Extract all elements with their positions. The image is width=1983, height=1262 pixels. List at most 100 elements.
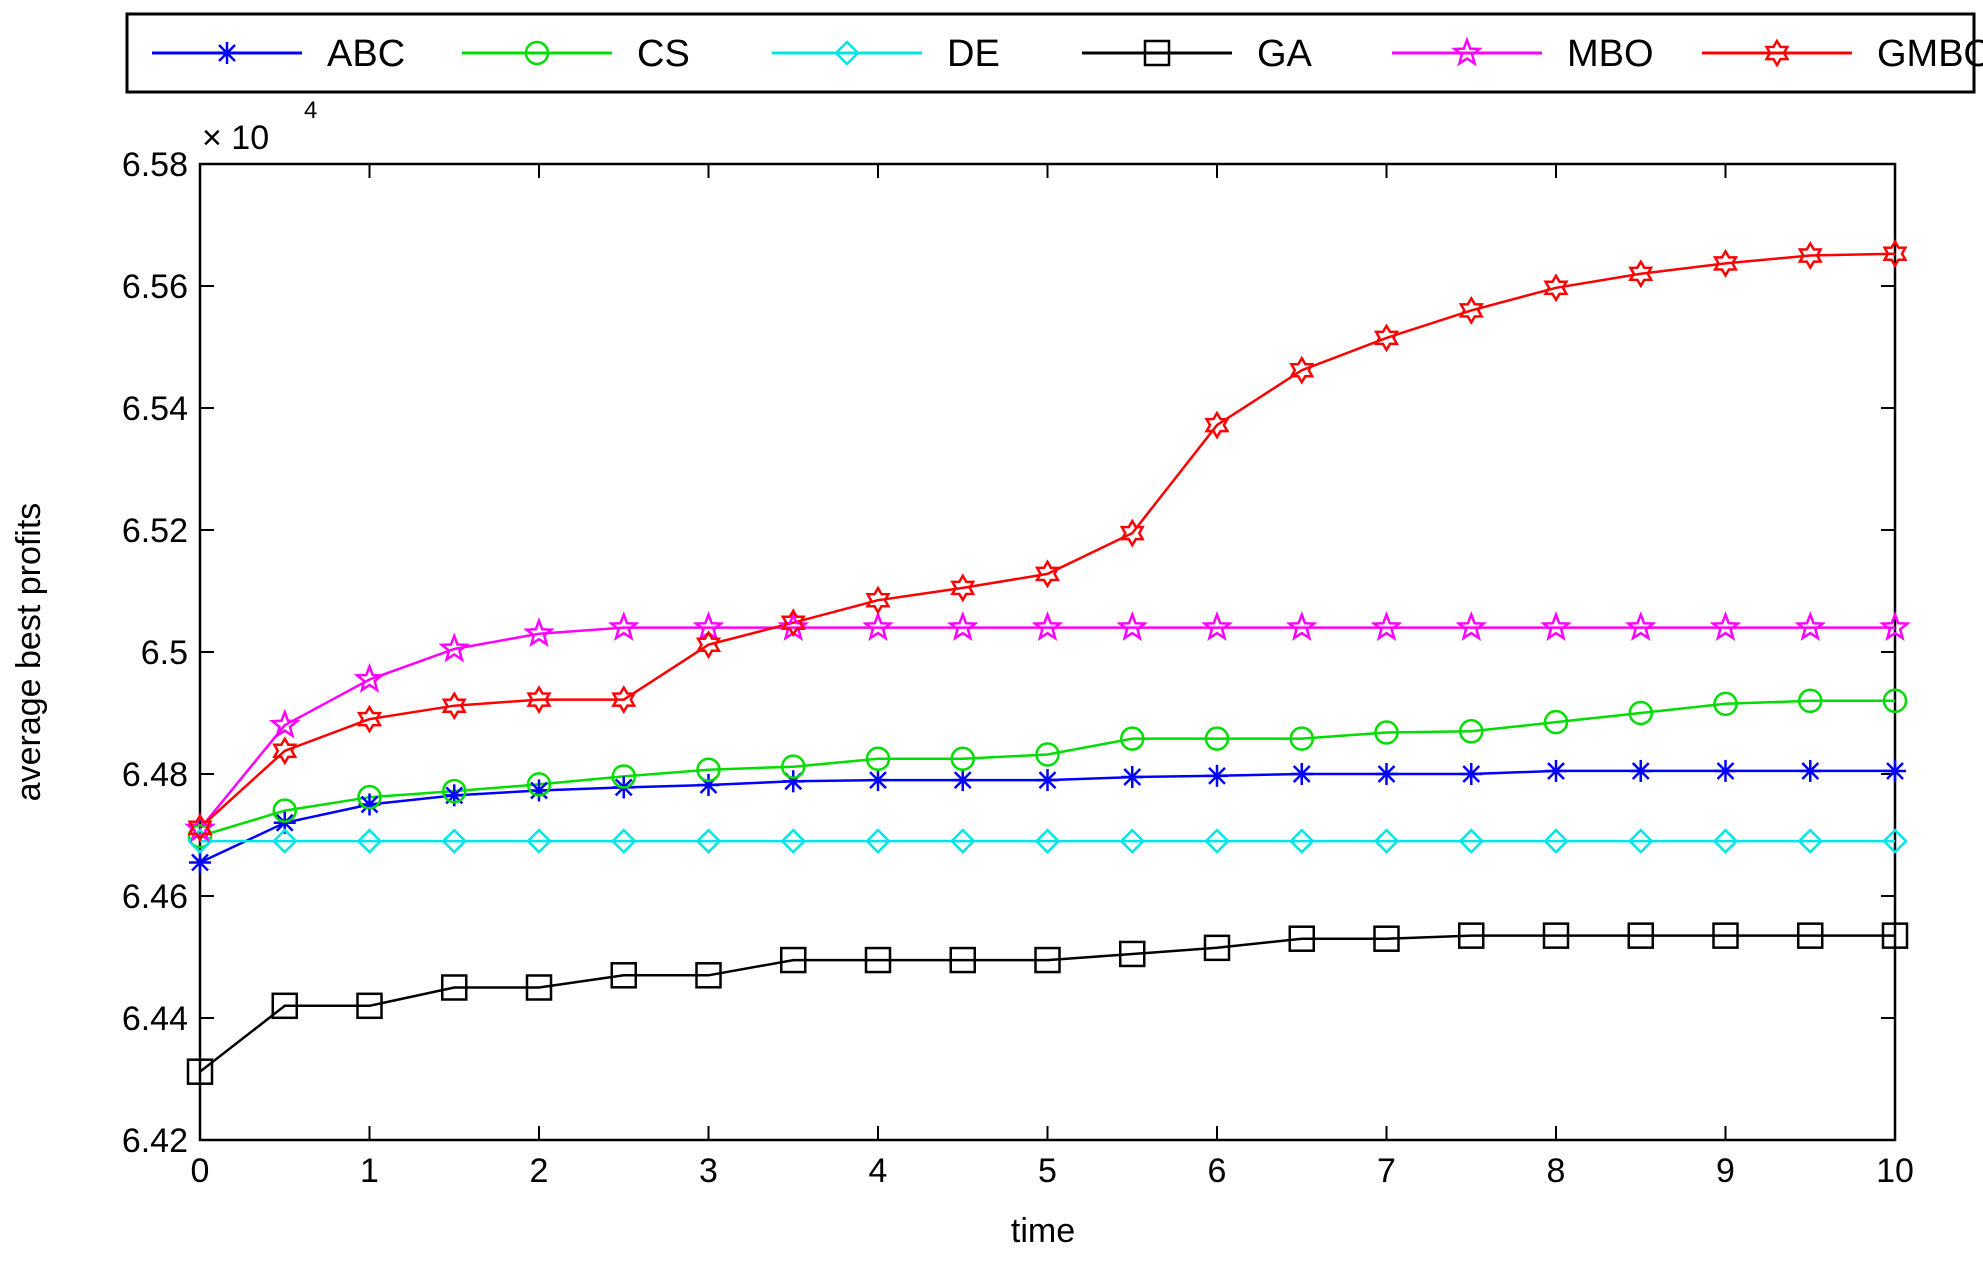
data-point-mbo bbox=[1201, 611, 1233, 641]
data-point-ga bbox=[1119, 940, 1146, 968]
data-point-mbo bbox=[608, 611, 640, 641]
data-point-gmbo bbox=[1543, 273, 1569, 303]
data-point-de bbox=[780, 828, 807, 854]
data-point-gmbo bbox=[1797, 241, 1823, 270]
x-tick-label: 1 bbox=[360, 1152, 379, 1190]
x-tick-label: 0 bbox=[191, 1152, 210, 1190]
data-point-gmbo bbox=[1712, 248, 1739, 278]
legend-marker-gmbo bbox=[1764, 38, 1790, 68]
data-point-ga bbox=[864, 946, 892, 974]
y-axis-label: average best profits bbox=[10, 503, 48, 802]
data-point-abc bbox=[1799, 759, 1822, 782]
legend-item-de: DE bbox=[772, 33, 1000, 75]
data-point-mbo bbox=[862, 611, 894, 641]
data-point-gmbo bbox=[1882, 239, 1908, 269]
data-point-cs bbox=[442, 778, 467, 804]
data-point-cs bbox=[187, 823, 213, 849]
data-point-cs bbox=[696, 757, 721, 782]
data-point-de bbox=[695, 828, 722, 854]
legend-label: DE bbox=[947, 33, 1000, 75]
legend-box bbox=[125, 12, 1976, 94]
y-tick-label: 6.42 bbox=[122, 1122, 188, 1160]
data-point-gmbo bbox=[526, 685, 552, 715]
data-point-cs bbox=[1120, 726, 1145, 751]
data-point-gmbo bbox=[356, 704, 383, 734]
data-point-de bbox=[1797, 828, 1824, 854]
data-point-gmbo bbox=[1628, 259, 1654, 289]
data-point-mbo bbox=[1540, 611, 1572, 641]
data-point-de bbox=[1882, 828, 1908, 854]
legend-label: MBO bbox=[1567, 33, 1654, 75]
data-point-cs bbox=[1882, 688, 1908, 714]
data-point-abc bbox=[1714, 759, 1737, 782]
data-point-mbo bbox=[523, 617, 555, 648]
tick-labels: 0 1 2 3 4 5 6 7 8 9 10 6.42 6.44 6.46 6.48 6.5 6.52 6.54 6… bbox=[122, 146, 1914, 1190]
data-point-ga bbox=[780, 946, 807, 974]
data-point-ga bbox=[525, 974, 553, 1001]
data-point-cs bbox=[357, 784, 382, 810]
legend-label: GMBO bbox=[1877, 33, 1983, 75]
data-point-gmbo bbox=[272, 736, 298, 766]
series-markers bbox=[184, 239, 1911, 1085]
data-point-mbo bbox=[1116, 611, 1148, 641]
data-point-de bbox=[1373, 828, 1400, 854]
y-tick-label: 6.58 bbox=[122, 146, 188, 184]
legend-item-abc: ABC bbox=[152, 33, 405, 75]
data-point-abc bbox=[867, 769, 889, 792]
data-point-abc bbox=[1629, 759, 1652, 782]
data-point-cs bbox=[950, 746, 975, 771]
data-point-cs bbox=[865, 746, 891, 771]
series-line-cs bbox=[199, 699, 1895, 838]
data-point-ga bbox=[1712, 922, 1739, 949]
x-tick-label: 8 bbox=[1547, 1152, 1566, 1190]
data-point-abc bbox=[1121, 766, 1144, 789]
y-tick-label: 6.48 bbox=[122, 756, 188, 794]
data-point-abc bbox=[1375, 763, 1398, 785]
data-point-ga bbox=[1373, 925, 1400, 952]
data-point-gmbo bbox=[1458, 295, 1484, 325]
data-point-cs bbox=[781, 754, 806, 779]
y-tick-label: 6.56 bbox=[122, 268, 188, 306]
data-point-cs bbox=[1459, 719, 1484, 744]
x-tick-label: 9 bbox=[1716, 1152, 1735, 1190]
data-point-ga bbox=[695, 962, 722, 989]
data-point-de bbox=[1034, 828, 1061, 854]
data-point-ga bbox=[441, 974, 468, 1001]
data-point-gmbo bbox=[1204, 410, 1230, 440]
data-point-de bbox=[356, 828, 383, 854]
data-point-gmbo bbox=[611, 685, 637, 715]
y-tick-label: 6.5 bbox=[141, 634, 188, 672]
data-point-mbo bbox=[1879, 611, 1911, 641]
data-point-mbo bbox=[353, 662, 386, 693]
data-point-ga bbox=[1034, 946, 1061, 974]
data-point-abc bbox=[1206, 764, 1228, 787]
data-point-ga bbox=[1627, 922, 1654, 949]
data-point-gmbo bbox=[780, 608, 806, 638]
data-point-de bbox=[441, 828, 468, 854]
data-point-ga bbox=[1203, 934, 1231, 962]
data-point-abc bbox=[189, 851, 211, 874]
legend-marker-ga bbox=[1143, 39, 1171, 67]
series-line-gmbo bbox=[199, 252, 1896, 829]
legend-label: ABC bbox=[327, 33, 405, 75]
data-point-abc bbox=[1036, 769, 1059, 792]
data-point-ga bbox=[610, 962, 637, 989]
legend-item-mbo: MBO bbox=[1392, 33, 1654, 75]
data-point-de bbox=[1119, 828, 1146, 854]
data-point-cs bbox=[526, 772, 552, 797]
data-point-abc bbox=[1884, 759, 1906, 782]
legend-label: CS bbox=[637, 33, 690, 75]
data-point-de bbox=[1627, 828, 1654, 854]
series-lines bbox=[199, 252, 1896, 1073]
x-tick-label: 10 bbox=[1876, 1152, 1914, 1190]
data-point-mbo bbox=[1455, 611, 1487, 641]
data-point-de bbox=[1288, 828, 1315, 854]
data-point-abc bbox=[1290, 763, 1313, 785]
y-tick-label: 6.44 bbox=[122, 1000, 188, 1038]
legend-marker-de bbox=[834, 40, 860, 66]
y-tick-label: 6.46 bbox=[122, 878, 188, 916]
data-point-mbo bbox=[1370, 611, 1403, 641]
data-point-de bbox=[1712, 828, 1739, 854]
data-point-mbo bbox=[947, 611, 979, 641]
